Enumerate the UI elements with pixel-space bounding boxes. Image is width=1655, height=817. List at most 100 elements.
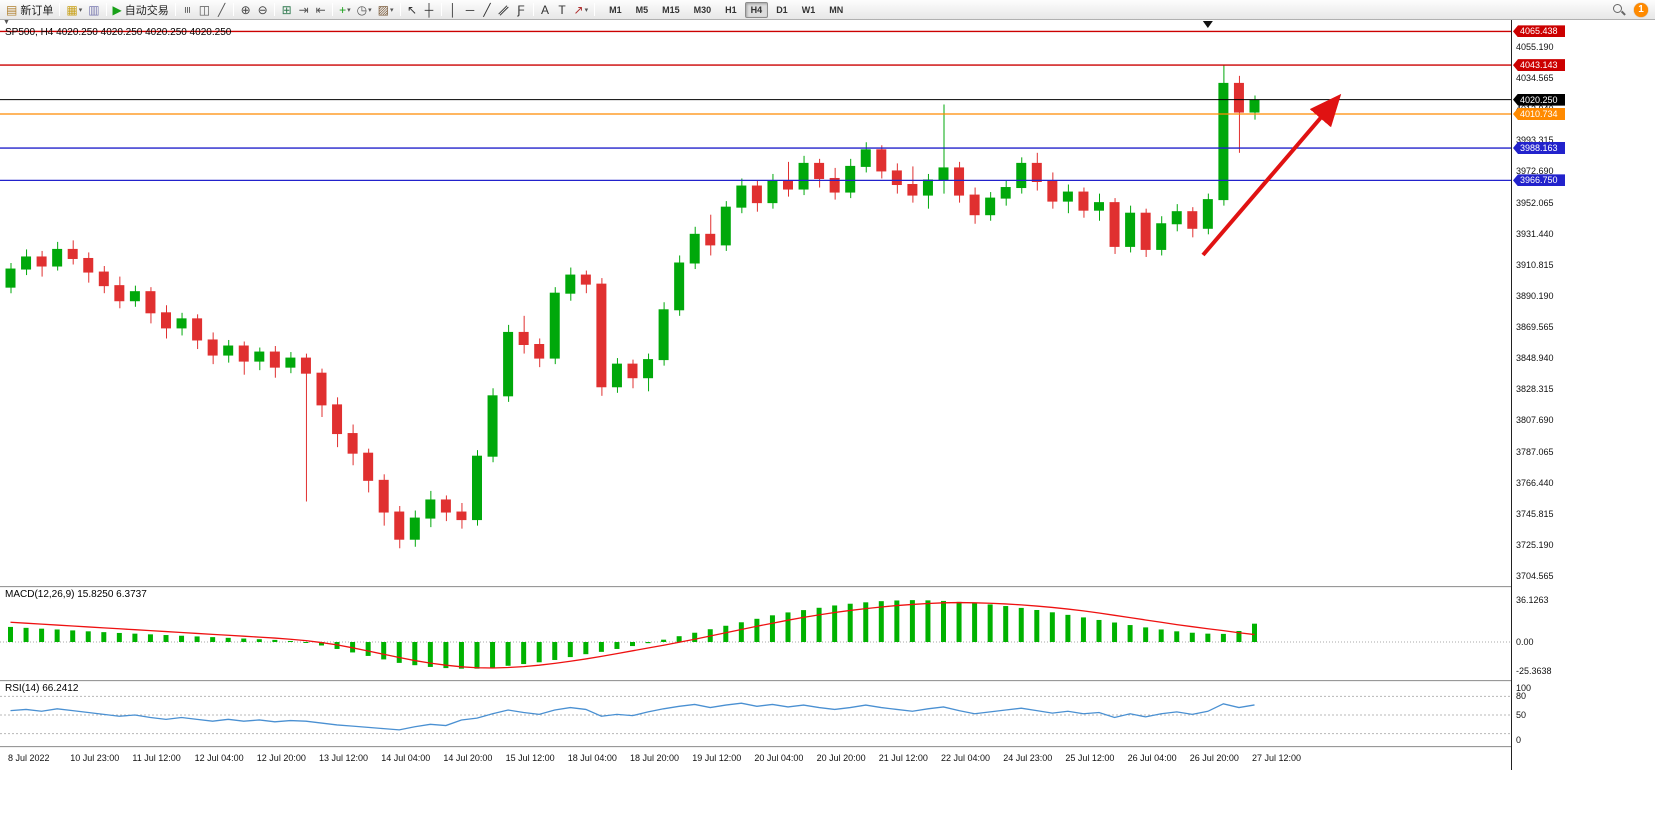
candle: [720, 201, 731, 251]
arrows-button[interactable]: ↗ ▾: [571, 1, 592, 18]
indicators-button[interactable]: + ▾: [336, 1, 354, 18]
one-click-trading-toggle[interactable]: ▼: [3, 20, 10, 26]
autotrading-button-label: 自动交易: [124, 4, 169, 17]
auto-scroll-icon: ⇥: [298, 2, 309, 17]
time-axis[interactable]: 8 Jul 2022 10 Jul 23:00 11 Jul 12:00 12 Jul…: [0, 748, 1511, 770]
new-order-button[interactable]: ▤ 新订单: [3, 1, 56, 18]
axis-label: 0: [1516, 735, 1522, 745]
timeframe-m5-button[interactable]: M5: [635, 4, 649, 15]
auto-scroll-button[interactable]: ⇥: [295, 1, 312, 18]
axis-label: 3869.565: [1516, 322, 1554, 333]
zoom-in-button[interactable]: ⊕: [237, 1, 254, 18]
cursor-icon: ↖: [406, 2, 418, 17]
candle: [829, 167, 840, 200]
axis-label: 3993.315: [1516, 135, 1554, 146]
timeframe-w1-button[interactable]: W1: [801, 4, 816, 15]
macd-chart[interactable]: [0, 588, 1511, 680]
chart-shift-icon: ⇤: [315, 2, 326, 17]
candle: [907, 166, 918, 203]
autotrading-icon: ▶: [112, 2, 122, 17]
candle: [503, 324, 514, 402]
candle: [1016, 157, 1027, 194]
timeframe-m15-button[interactable]: M15: [662, 4, 680, 15]
candle: [674, 255, 685, 316]
periods-icon: ◷: [356, 2, 368, 17]
candle: [456, 502, 467, 529]
search-button[interactable]: [1609, 1, 1628, 18]
vertical-line-icon: │: [449, 2, 457, 17]
trendline-button[interactable]: ╱: [479, 1, 496, 18]
candle: [565, 267, 576, 301]
candle: [269, 346, 280, 378]
candle: [36, 250, 47, 277]
profiles-button[interactable]: ▥: [85, 1, 102, 18]
tile-windows-button[interactable]: ⊞: [278, 1, 295, 18]
candlestick-chart-button[interactable]: ◫: [196, 1, 213, 18]
trend-arrow-annotation[interactable]: [1201, 93, 1342, 257]
price-badge: 4020.250: [1513, 93, 1565, 106]
bar-chart-button[interactable]: ≡: [179, 1, 196, 18]
panel-divider[interactable]: [0, 680, 1655, 682]
chevron-down-icon: ▾: [78, 6, 83, 14]
price-chart[interactable]: [0, 20, 1511, 586]
vertical-line-button[interactable]: │: [445, 1, 462, 18]
panel-divider[interactable]: [0, 586, 1655, 588]
axis-label: 3745.815: [1516, 508, 1554, 519]
periods-button[interactable]: ◷ ▾: [354, 1, 375, 18]
autotrading-button[interactable]: ▶ 自动交易: [110, 1, 172, 18]
arrows-icon: ↗: [573, 2, 584, 17]
charts-dropdown-button[interactable]: ▦ ▾: [63, 1, 85, 18]
timeframe-mn-button[interactable]: MN: [829, 4, 844, 15]
panel-divider[interactable]: [0, 746, 1655, 748]
candle: [440, 495, 451, 522]
candle: [98, 266, 109, 294]
time-label: 20 Jul 20:00: [816, 753, 866, 763]
macd-panel[interactable]: MACD(12,26,9) 15.8250 6.3737: [0, 588, 1511, 680]
text-label-button[interactable]: T: [554, 1, 571, 18]
channel-button[interactable]: ∥: [496, 1, 513, 18]
axis-label: 0.00: [1516, 637, 1534, 647]
timeframe-h1-button[interactable]: H1: [725, 4, 737, 15]
timeframe-m1-button[interactable]: M1: [609, 4, 622, 15]
templates-button[interactable]: ▨ ▾: [375, 1, 397, 18]
cursor-button[interactable]: ↖: [404, 1, 421, 18]
timeframe-m30-button[interactable]: M30: [693, 4, 712, 15]
candle: [518, 315, 529, 354]
zoom-out-button[interactable]: ⊖: [254, 1, 271, 18]
line-chart-button[interactable]: ╱: [213, 1, 230, 18]
horizontal-line-button[interactable]: ─: [462, 1, 479, 18]
main-chart-panel[interactable]: ▼ SP500, H4 4020.250 4020.250 4020.250 4…: [0, 20, 1511, 586]
candle: [922, 173, 933, 209]
rsi-chart[interactable]: [0, 682, 1511, 746]
timeframe-d1-button[interactable]: D1: [776, 4, 788, 15]
price-axis[interactable]: 4055.1904034.5654013.9403993.3153972.690…: [1511, 20, 1655, 770]
time-label: 14 Jul 20:00: [443, 753, 493, 763]
candle: [192, 314, 203, 350]
crosshair-button[interactable]: ┼: [421, 1, 438, 18]
time-label: 14 Jul 04:00: [381, 753, 431, 763]
candle: [891, 163, 902, 194]
axis-label: 36.1263: [1516, 595, 1549, 606]
time-marker-icon: [1202, 21, 1213, 28]
zoom-out-icon: ⊖: [257, 2, 268, 17]
candle: [1125, 205, 1136, 253]
axis-label: 3766.440: [1516, 477, 1554, 488]
text-button[interactable]: A: [537, 1, 554, 18]
chart-shift-button[interactable]: ⇤: [312, 1, 329, 18]
rsi-panel[interactable]: RSI(14) 66.2412: [0, 682, 1511, 746]
fibonacci-button[interactable]: Ƒ: [513, 1, 530, 18]
candle: [580, 270, 591, 294]
notification-badge[interactable]: 1: [1634, 2, 1648, 17]
candle: [689, 226, 700, 270]
time-label: 10 Jul 23:00: [70, 753, 120, 763]
candle: [783, 161, 793, 197]
candle: [814, 158, 825, 188]
toolbar-separator: [59, 3, 61, 16]
candlestick-chart-icon: ◫: [198, 2, 211, 17]
candle: [658, 302, 669, 366]
candle: [1094, 193, 1104, 221]
timeframe-h4-button[interactable]: H4: [744, 1, 769, 18]
macd-histogram: [8, 600, 1257, 669]
candle: [5, 263, 16, 294]
candle: [161, 305, 171, 339]
